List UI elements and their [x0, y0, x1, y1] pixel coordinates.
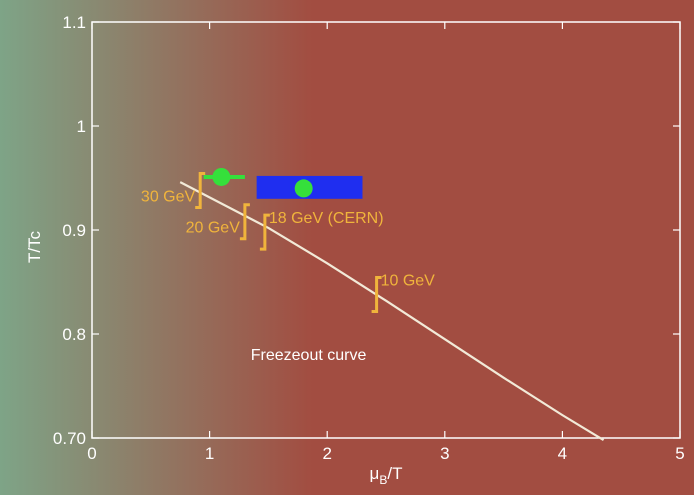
x-tick-label: 2 [322, 444, 331, 463]
y-tick-label: 1 [77, 117, 86, 136]
x-tick-label: 0 [87, 444, 96, 463]
y-tick-label: 1.1 [62, 13, 86, 32]
energy-marker-label: 10 GeV [381, 273, 436, 290]
data-point-marker [212, 167, 231, 186]
freezeout-curve-label: Freezeout curve [251, 347, 367, 364]
data-point-marker [294, 179, 313, 198]
energy-marker-label: 20 GeV [186, 220, 241, 237]
energy-marker-bracket [195, 172, 206, 210]
y-tick-label: 0.8 [62, 325, 86, 344]
energy-marker-bracket [239, 203, 250, 241]
freezeout-curve-line [179, 181, 605, 442]
x-tick-label: 3 [440, 444, 449, 463]
x-tick-label: 5 [675, 444, 684, 463]
x-tick-label: 1 [205, 444, 214, 463]
energy-marker-label: 30 GeV [141, 189, 196, 206]
y-axis-label: T/Tc [25, 230, 44, 263]
energy-marker-bracket [371, 276, 382, 314]
energy-marker-label: 18 GeV (CERN) [269, 210, 384, 227]
x-axis-label: μB/T [370, 464, 403, 487]
y-tick-label: 0.9 [62, 221, 86, 240]
energy-marker-bracket [259, 213, 270, 251]
y-tick-label: 0.70 [53, 429, 86, 448]
x-tick-label: 4 [558, 444, 567, 463]
